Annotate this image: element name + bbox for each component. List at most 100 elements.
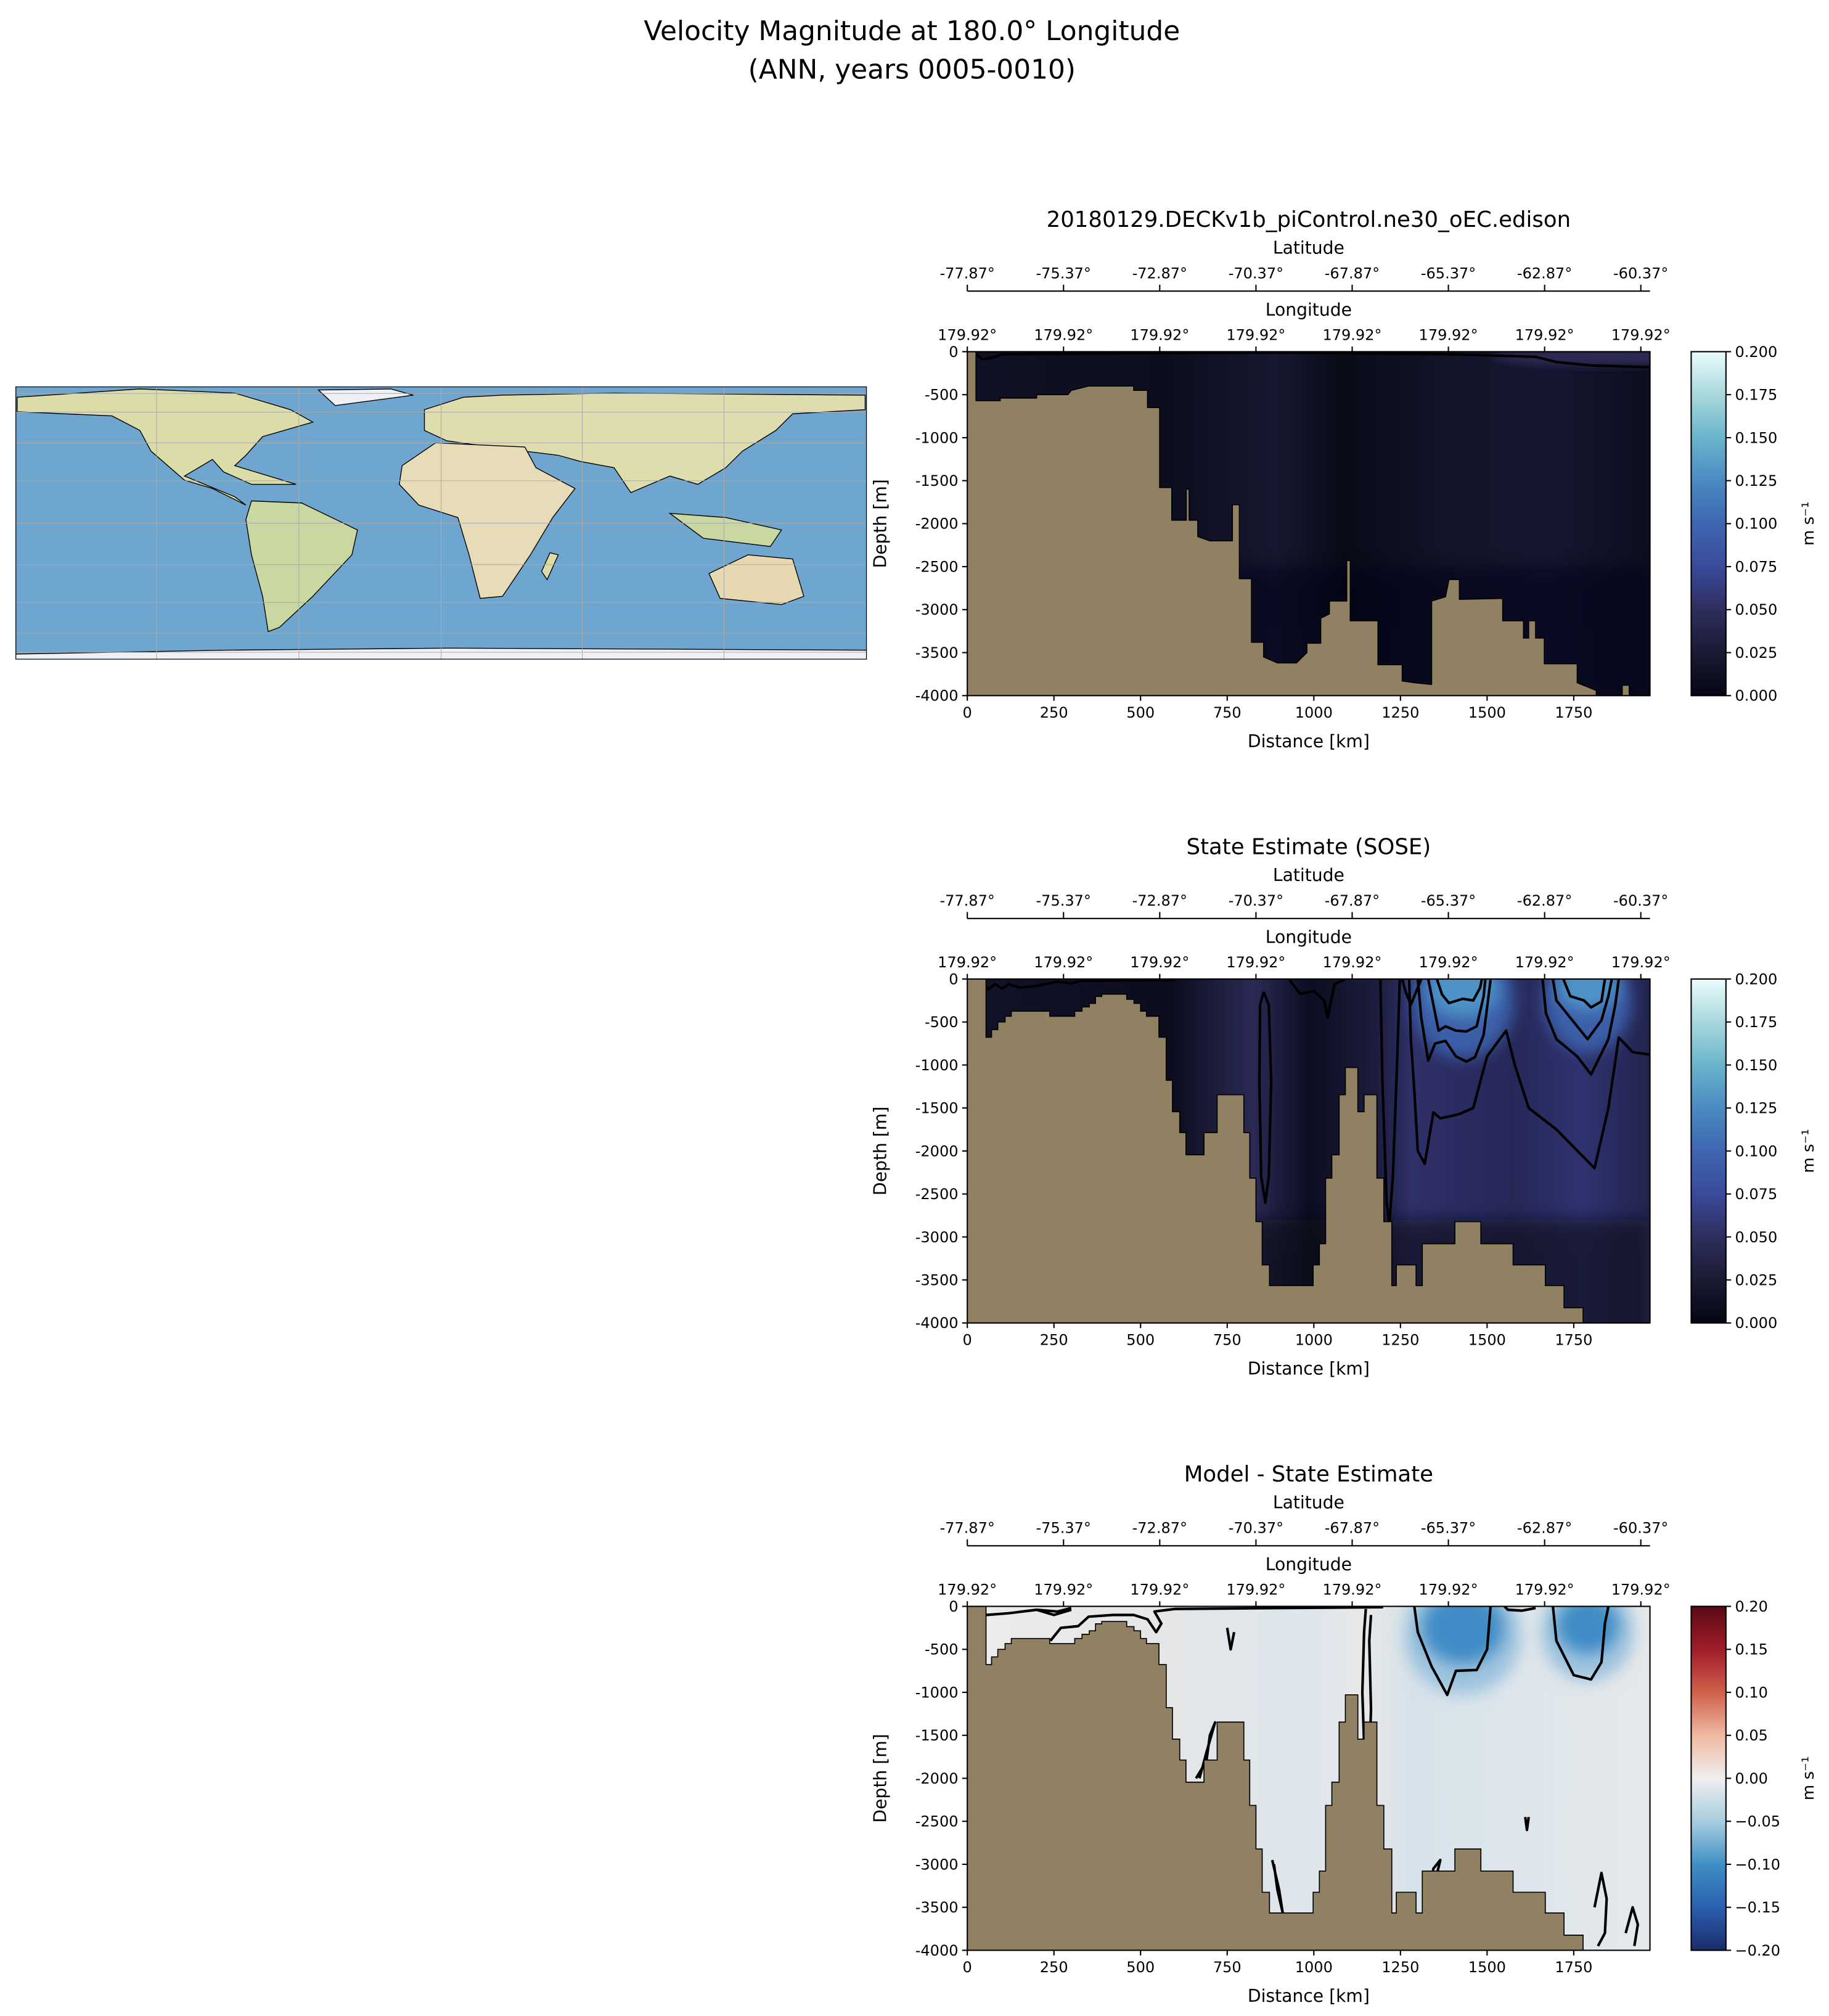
longitude-tick-label: 179.92° — [1515, 1581, 1574, 1599]
contour-line — [1258, 991, 1273, 1204]
southeast-asia — [670, 514, 782, 547]
colorbar — [1690, 351, 1727, 697]
longitude-tick-label: 179.92° — [1515, 327, 1574, 344]
colorbar-tick-label: 0.075 — [1735, 1186, 1777, 1203]
y-tick-label: -2000 — [915, 515, 959, 533]
longitude-tick-label: 179.92° — [1226, 954, 1285, 971]
contour-line — [1288, 978, 1346, 1019]
longitude-tick-label: 179.92° — [1130, 954, 1189, 971]
longitude-tick-label: 179.92° — [1130, 327, 1189, 344]
x-tick-label: 500 — [1126, 704, 1155, 721]
x-tick-label: 750 — [1213, 1959, 1242, 1976]
x-tick-label: 250 — [1040, 1331, 1068, 1348]
y-tick-label: 0 — [949, 970, 958, 988]
contour-line — [1225, 1628, 1236, 1651]
longitude-tick-label: 179.92° — [1419, 327, 1478, 344]
figure-title-line2: (ANN, years 0005-0010) — [748, 54, 1076, 85]
x-tick-label: 0 — [963, 1331, 972, 1348]
y-tick-label: -500 — [925, 1641, 959, 1658]
greenland — [319, 389, 414, 406]
longitude-tick-label: 179.92° — [1034, 954, 1093, 971]
y-tick-label: -4000 — [915, 1942, 959, 1959]
contour-line — [980, 978, 1176, 991]
colorbar-tick-label: 0.125 — [1735, 472, 1777, 490]
panel-title: 20180129.DECKv1b_piControl.ne30_oEC.edis… — [1047, 207, 1571, 232]
colorbar-tick-label: 0.075 — [1735, 558, 1777, 575]
velocity-field — [967, 1606, 1650, 1951]
contour-line — [1416, 978, 1492, 1063]
longitude-tick-label: 179.92° — [1130, 1581, 1189, 1599]
x-tick-label: 1750 — [1555, 1331, 1592, 1348]
section-location-map — [1, 386, 871, 660]
latitude-tick-label: -77.87° — [939, 1519, 994, 1536]
latitude-tick-label: -62.87° — [1517, 1519, 1572, 1536]
x-axis-label: Distance [km] — [1248, 731, 1370, 752]
y-axis-label: Depth [m] — [870, 1107, 891, 1195]
y-tick-label: -2000 — [915, 1142, 959, 1160]
y-tick-label: -2500 — [915, 1813, 959, 1830]
colorbar-tick-label: 0.20 — [1735, 1598, 1767, 1615]
velocity-field — [967, 351, 1650, 696]
y-tick-label: -3500 — [915, 644, 959, 662]
longitude-tick-label: 179.92° — [938, 1581, 997, 1599]
x-tick-label: 1250 — [1381, 1959, 1419, 1976]
contour-line — [975, 351, 1650, 369]
colorbar — [1690, 978, 1727, 1324]
x-axis-label: Distance [km] — [1248, 1986, 1370, 2006]
y-tick-label: -3500 — [915, 1899, 959, 1916]
y-tick-label: -1500 — [915, 1727, 959, 1744]
x-tick-label: 1500 — [1468, 1331, 1506, 1348]
colorbar-tick-label: −0.10 — [1735, 1856, 1780, 1873]
y-tick-label: -3000 — [915, 1856, 959, 1873]
latitude-tick-label: -67.87° — [1325, 1519, 1380, 1536]
x-axis-label: Distance [km] — [1248, 1358, 1370, 1379]
bathymetry-land — [967, 1606, 1650, 1951]
contour-line — [1524, 1816, 1530, 1832]
x-tick-label: 1000 — [1295, 704, 1333, 721]
latitude-tick-label: -72.87° — [1132, 1519, 1187, 1536]
africa — [399, 443, 575, 598]
latitude-tick-label: -70.37° — [1229, 1519, 1283, 1536]
x-tick-label: 1500 — [1468, 1959, 1506, 1976]
latitude-tick-label: -70.37° — [1229, 264, 1283, 282]
contour-line — [1624, 1906, 1639, 1946]
longitude-axis-label: Longitude — [1266, 1554, 1352, 1575]
y-tick-label: -1000 — [915, 429, 959, 446]
latitude-tick-label: -60.37° — [1613, 892, 1668, 909]
colorbar-tick-label: −0.15 — [1735, 1899, 1780, 1916]
y-tick-label: -1000 — [915, 1057, 959, 1074]
latitude-tick-label: -60.37° — [1613, 264, 1668, 282]
contour-line — [1413, 1606, 1492, 1697]
longitude-tick-label: 179.92° — [1322, 1581, 1381, 1599]
latitude-tick-label: -77.87° — [939, 264, 994, 282]
colorbar-tick-label: −0.05 — [1735, 1813, 1780, 1830]
contour-line — [1407, 978, 1650, 1170]
longitude-tick-label: 179.92° — [1419, 954, 1478, 971]
longitude-tick-label: 179.92° — [938, 954, 997, 971]
longitude-tick-label: 179.92° — [1419, 1581, 1478, 1599]
contour-line — [1049, 1606, 1383, 1642]
colorbar-tick-label: 0.15 — [1735, 1641, 1767, 1658]
longitude-tick-label: 179.92° — [938, 327, 997, 344]
contour-line — [1036, 1608, 1072, 1616]
contour-line — [1552, 978, 1613, 1041]
contour-line — [1270, 1859, 1284, 1914]
contour-line — [1541, 978, 1621, 1076]
y-tick-label: -1500 — [915, 1100, 959, 1117]
bias-minimum — [1557, 1606, 1619, 1654]
colorbar-tick-label: 0.10 — [1735, 1684, 1767, 1701]
south-america — [246, 501, 358, 632]
longitude-tick-label: 179.92° — [1611, 327, 1671, 344]
colorbar-tick-label: 0.100 — [1735, 1142, 1777, 1160]
x-tick-label: 500 — [1126, 1959, 1155, 1976]
y-tick-label: -1000 — [915, 1684, 959, 1701]
australia — [709, 555, 804, 605]
map-gridlines — [1, 387, 871, 660]
x-tick-label: 1000 — [1295, 1959, 1333, 1976]
y-tick-label: -2500 — [915, 558, 959, 575]
y-tick-label: -4000 — [915, 1314, 959, 1332]
figure-title-line1: Velocity Magnitude at 180.0° Longitude — [644, 15, 1180, 47]
latitude-tick-label: -77.87° — [939, 892, 994, 909]
contour-line — [1562, 978, 1606, 1009]
